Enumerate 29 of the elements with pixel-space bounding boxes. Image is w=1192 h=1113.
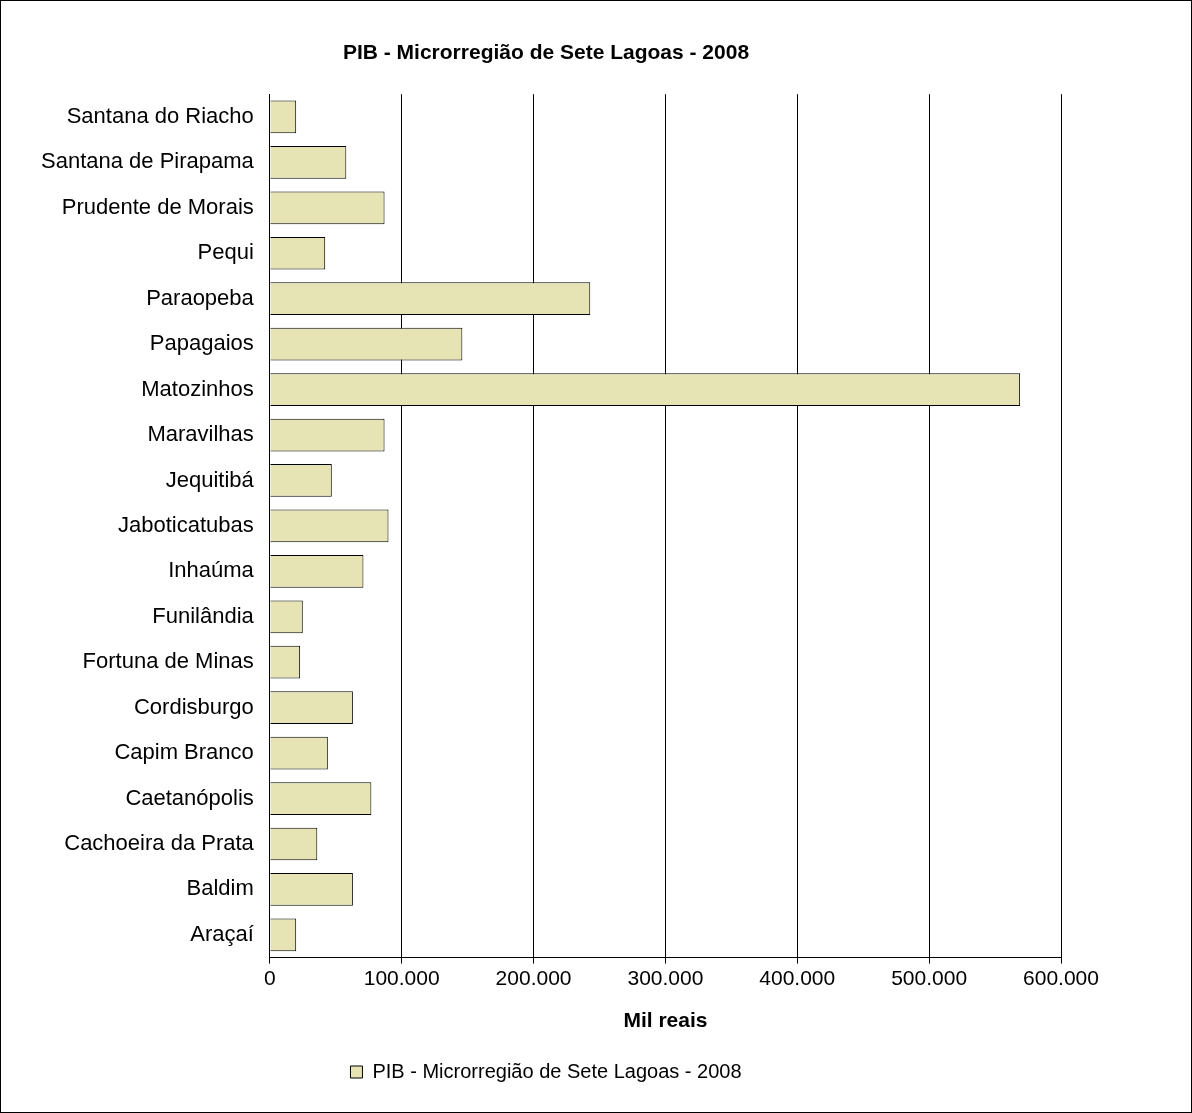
x-axis-title: Mil reais bbox=[623, 1008, 708, 1032]
y-tick-label: Araçaí bbox=[190, 920, 254, 946]
x-tick-label: 400.000 bbox=[759, 966, 836, 989]
y-tick-label: Caetanópolis bbox=[125, 784, 254, 810]
y-tick-label: Paraopeba bbox=[146, 284, 255, 310]
x-tick-label: 300.000 bbox=[627, 966, 704, 989]
y-tick-label: Pequi bbox=[197, 239, 254, 265]
y-tick-label: Jaboticatubas bbox=[118, 511, 254, 537]
y-tick-label: Cordisburgo bbox=[133, 693, 254, 719]
y-tick-label: Inhaúma bbox=[168, 557, 255, 583]
y-tick-label: Santana de Pirapama bbox=[40, 148, 255, 174]
y-tick-label: Capim Branco bbox=[114, 739, 254, 765]
y-tick-label: Santana do Riacho bbox=[66, 102, 254, 128]
x-tick-label: 100.000 bbox=[363, 966, 440, 989]
y-tick-label: Funilândia bbox=[152, 602, 255, 628]
y-tick-label: Cachoeira da Prata bbox=[64, 830, 255, 856]
x-tick-label: 200.000 bbox=[495, 966, 572, 989]
x-tick-label: 0 bbox=[263, 966, 276, 989]
chart-title: PIB - Microrregião de Sete Lagoas - 2008 bbox=[342, 40, 750, 64]
x-tick-label: 500.000 bbox=[891, 966, 968, 989]
y-tick-label: Prudente de Morais bbox=[61, 193, 254, 219]
y-tick-label: Fortuna de Minas bbox=[82, 648, 254, 674]
y-tick-label: Papagaios bbox=[149, 330, 254, 356]
x-tick-label: 600.000 bbox=[1023, 966, 1099, 989]
y-tick-label: Maravilhas bbox=[147, 421, 254, 447]
y-tick-label: Baldim bbox=[186, 875, 254, 901]
y-tick-label: Matozinhos bbox=[141, 375, 254, 401]
y-tick-label: Jequitibá bbox=[165, 466, 255, 492]
legend-label: PIB - Microrregião de Sete Lagoas - 2008 bbox=[372, 1059, 742, 1082]
